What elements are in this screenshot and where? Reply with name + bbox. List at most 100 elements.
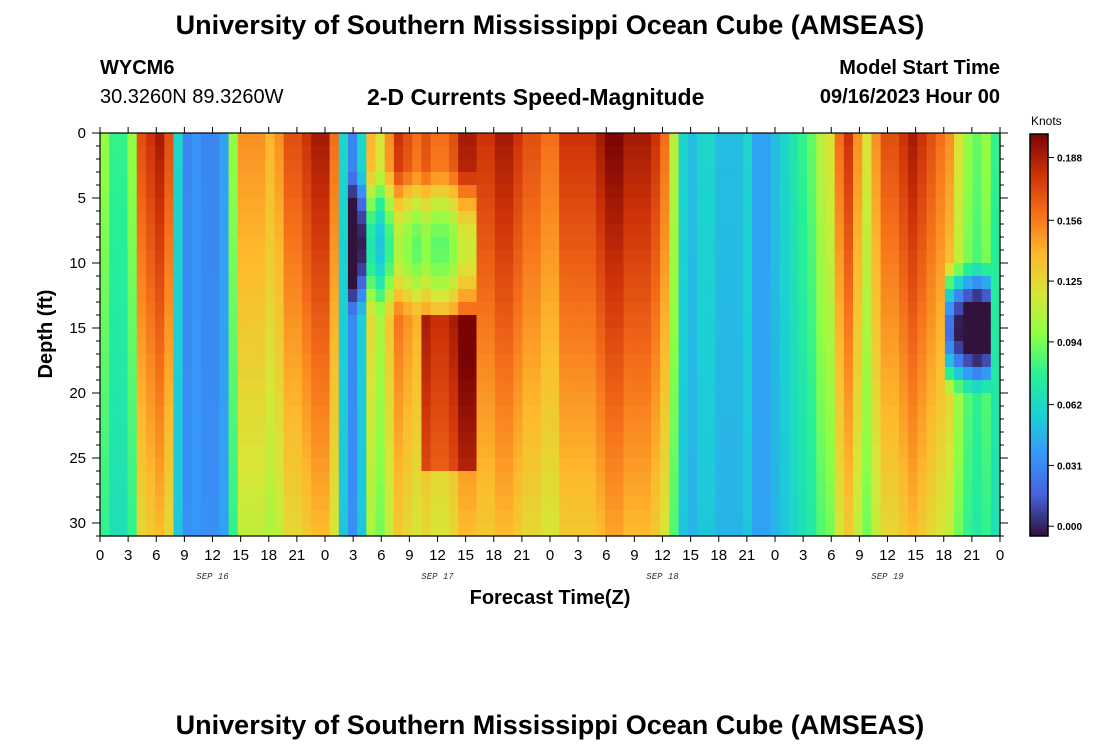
heatmap-cell bbox=[752, 432, 762, 446]
heatmap-cell bbox=[807, 341, 817, 355]
heatmap-cell bbox=[917, 237, 928, 251]
heatmap-cell bbox=[761, 159, 771, 173]
heatmap-cell bbox=[660, 250, 670, 264]
heatmap-cell bbox=[375, 302, 386, 316]
heatmap-cell bbox=[595, 419, 606, 433]
heatmap-cell bbox=[237, 497, 248, 511]
heatmap-cell bbox=[338, 172, 349, 186]
heatmap-cell bbox=[265, 146, 276, 160]
heatmap-cell bbox=[320, 367, 331, 381]
heatmap-cell bbox=[871, 315, 882, 329]
heatmap-cell bbox=[724, 289, 735, 303]
heatmap-cell bbox=[145, 380, 156, 394]
heatmap-cell bbox=[651, 367, 661, 381]
heatmap-cell bbox=[926, 237, 937, 251]
heatmap-cell bbox=[210, 406, 220, 420]
heatmap-cell bbox=[118, 263, 129, 277]
heatmap-cell bbox=[926, 315, 937, 329]
heatmap-cell bbox=[797, 341, 808, 355]
heatmap-cell bbox=[926, 263, 937, 277]
heatmap-cell bbox=[219, 458, 230, 472]
heatmap-cell bbox=[632, 276, 643, 290]
heatmap-cell bbox=[228, 159, 239, 173]
heatmap-cell bbox=[430, 146, 441, 160]
heatmap-cell bbox=[972, 159, 983, 173]
heatmap-cell bbox=[458, 458, 468, 472]
heatmap-cell bbox=[944, 328, 955, 342]
day-label: SEP 17 bbox=[421, 572, 454, 582]
heatmap-cell bbox=[696, 445, 707, 459]
heatmap-cell bbox=[283, 432, 294, 446]
heatmap-cell bbox=[384, 445, 395, 459]
heatmap-cell bbox=[752, 224, 762, 238]
heatmap-cell bbox=[448, 510, 459, 524]
heatmap-cell bbox=[393, 172, 404, 186]
heatmap-cell bbox=[430, 367, 441, 381]
heatmap-cell bbox=[898, 211, 909, 225]
heatmap-cell bbox=[118, 315, 129, 329]
heatmap-cell bbox=[880, 211, 891, 225]
heatmap-cell bbox=[421, 471, 432, 485]
heatmap-cell bbox=[191, 497, 202, 511]
heatmap-cell bbox=[531, 328, 542, 342]
heatmap-cell bbox=[100, 380, 110, 394]
heatmap-cell bbox=[853, 185, 863, 199]
heatmap-cell bbox=[669, 432, 680, 446]
heatmap-cell bbox=[954, 432, 964, 446]
heatmap-cell bbox=[880, 484, 891, 498]
heatmap-cell bbox=[954, 289, 964, 303]
heatmap-cell bbox=[871, 380, 882, 394]
y-tick-label: 15 bbox=[69, 320, 86, 337]
heatmap-cell bbox=[127, 380, 138, 394]
heatmap-cell bbox=[779, 367, 790, 381]
heatmap-cell bbox=[182, 315, 193, 329]
heatmap-cell bbox=[504, 276, 514, 290]
heatmap-cell bbox=[972, 263, 983, 277]
heatmap-cell bbox=[926, 276, 937, 290]
heatmap-cell bbox=[816, 315, 827, 329]
heatmap-cell bbox=[862, 419, 873, 433]
heatmap-cell bbox=[853, 341, 863, 355]
heatmap-cell bbox=[384, 419, 395, 433]
heatmap-cell bbox=[320, 172, 331, 186]
heatmap-cell bbox=[127, 406, 138, 420]
heatmap-cell bbox=[366, 328, 377, 342]
heatmap-cell bbox=[926, 484, 937, 498]
heatmap-cell bbox=[265, 419, 276, 433]
heatmap-cell bbox=[237, 211, 248, 225]
heatmap-cell bbox=[164, 406, 175, 420]
heatmap-cell bbox=[614, 250, 625, 264]
heatmap-cell bbox=[403, 523, 413, 537]
heatmap-cell bbox=[834, 133, 845, 147]
heatmap-cell bbox=[954, 315, 964, 329]
heatmap-cell bbox=[531, 523, 542, 537]
heatmap-cell bbox=[531, 185, 542, 199]
heatmap-cell bbox=[513, 146, 524, 160]
heatmap-cell bbox=[393, 315, 404, 329]
heatmap-cell bbox=[210, 445, 220, 459]
heatmap-cell bbox=[660, 445, 670, 459]
colorbar-tick-label: 0.156 bbox=[1057, 216, 1082, 227]
heatmap-cell bbox=[421, 224, 432, 238]
heatmap-cell bbox=[696, 419, 707, 433]
heatmap-cell bbox=[651, 432, 661, 446]
heatmap-cell bbox=[871, 484, 882, 498]
heatmap-cell bbox=[843, 523, 854, 537]
heatmap-cell bbox=[586, 185, 597, 199]
heatmap-cell bbox=[357, 185, 367, 199]
heatmap-cell bbox=[357, 198, 367, 212]
heatmap-cell bbox=[485, 263, 496, 277]
heatmap-cell bbox=[770, 315, 781, 329]
heatmap-cell bbox=[109, 185, 119, 199]
heatmap-cell bbox=[448, 341, 459, 355]
heatmap-cell bbox=[568, 445, 579, 459]
heatmap-cell bbox=[641, 432, 652, 446]
heatmap-cell bbox=[843, 445, 854, 459]
heatmap-cell bbox=[834, 419, 845, 433]
heatmap-cell bbox=[274, 445, 285, 459]
heatmap-cell bbox=[145, 133, 156, 147]
heatmap-cell bbox=[531, 484, 542, 498]
heatmap-cell bbox=[219, 211, 230, 225]
heatmap-cell bbox=[770, 250, 781, 264]
heatmap-cell bbox=[164, 211, 175, 225]
